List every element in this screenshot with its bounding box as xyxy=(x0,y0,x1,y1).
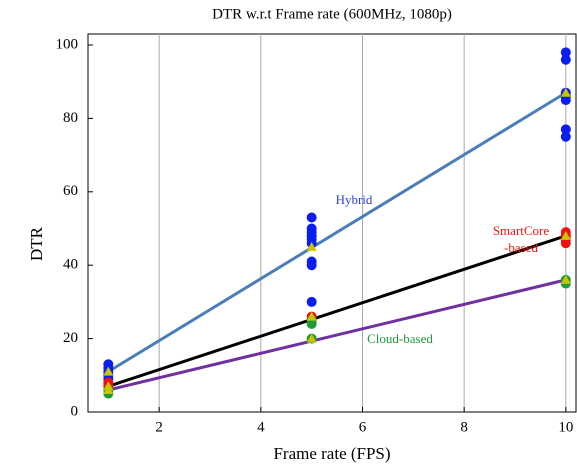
y-axis-label: DTR xyxy=(27,226,46,261)
x-tick-label: 8 xyxy=(460,419,468,435)
mean-marker xyxy=(560,230,571,240)
y-tick-label: 100 xyxy=(56,36,79,52)
point xyxy=(306,260,317,271)
plot-frame xyxy=(87,33,577,413)
fit-line xyxy=(107,234,567,388)
point xyxy=(560,238,571,249)
mean-marker xyxy=(560,274,571,284)
mean-marker xyxy=(306,311,317,321)
mean-marker xyxy=(306,241,317,251)
mean-marker xyxy=(103,366,114,376)
mean-marker xyxy=(560,87,571,97)
x-tick-label: 2 xyxy=(155,419,163,435)
mean-marker xyxy=(306,333,317,343)
y-tick-label: 60 xyxy=(63,183,78,199)
point xyxy=(306,212,317,223)
x-tick-label: 4 xyxy=(257,419,265,435)
chart-title: DTR w.r.t Frame rate (600MHz, 1080p) xyxy=(212,6,452,22)
point xyxy=(560,54,571,65)
series-label: Cloud-based xyxy=(367,331,433,346)
point xyxy=(560,124,571,135)
x-tick-label: 6 xyxy=(359,419,367,435)
fit-line xyxy=(107,278,567,392)
fit-line xyxy=(107,91,567,373)
point xyxy=(306,318,317,329)
point xyxy=(560,131,571,142)
series-label: Hybrid xyxy=(336,192,373,207)
x-tick-label: 10 xyxy=(558,419,573,435)
series-label: SmartCore xyxy=(493,223,550,238)
x-axis-label: Frame rate (FPS) xyxy=(273,444,390,463)
point xyxy=(306,296,317,307)
mean-marker xyxy=(103,384,114,394)
point xyxy=(560,47,571,58)
y-tick-label: 80 xyxy=(63,110,78,126)
point xyxy=(560,95,571,106)
y-tick-label: 40 xyxy=(63,257,78,273)
y-tick-label: 20 xyxy=(63,330,78,346)
series-label: -based xyxy=(504,240,538,255)
y-tick-label: 0 xyxy=(71,403,79,419)
